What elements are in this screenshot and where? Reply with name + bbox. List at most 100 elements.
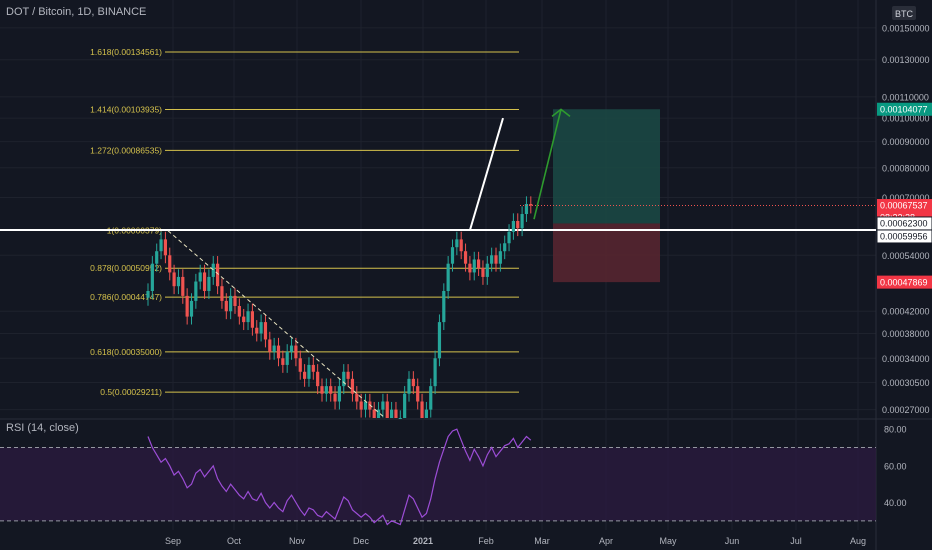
candle-body [242, 316, 246, 323]
candle-body [385, 401, 389, 418]
projection-line [469, 117, 504, 231]
candle-body [320, 386, 324, 394]
candle-body [359, 401, 363, 410]
price-badge [876, 229, 932, 244]
candle-body [211, 263, 215, 277]
y-tick-label: 0.00054000 [882, 251, 930, 261]
candle-body [442, 290, 446, 323]
candle-body [524, 203, 529, 215]
fib-label: 0.878(0.00050952) [90, 263, 162, 273]
fib-label: 0.618(0.00035000) [90, 347, 162, 357]
candle-body [220, 286, 224, 301]
candle-body [429, 386, 433, 410]
y-tick-label: 0.00042000 [882, 307, 930, 317]
rsi-tick-label: 60.00 [884, 461, 907, 471]
x-tick-label: Nov [289, 536, 306, 546]
rsi-line [147, 428, 532, 526]
candle-body [263, 322, 268, 340]
candle-body [507, 231, 511, 244]
candle-body [216, 263, 220, 287]
candle-body [372, 409, 376, 418]
price-badge-label: 0.00067537 [880, 201, 928, 211]
candle-body [324, 386, 328, 394]
candle-body [233, 295, 237, 307]
rsi-tick-label: 80.00 [884, 425, 907, 435]
x-tick-label: Jun [725, 536, 740, 546]
candle-body [407, 378, 411, 394]
candle-body [198, 272, 202, 282]
candle-body [207, 276, 211, 291]
candle-body [494, 255, 498, 264]
y-tick-label: 0.00034000 [882, 354, 930, 364]
y-tick-label: 0.00130000 [882, 55, 930, 65]
candle-body [459, 239, 463, 252]
candle-body [281, 358, 285, 365]
candle-body [424, 409, 428, 418]
candle-body [433, 358, 437, 387]
candle-body [420, 401, 424, 418]
y-tick-label: 0.00038000 [882, 329, 930, 339]
candle-body [311, 364, 315, 372]
candle-body [246, 311, 250, 323]
price-badge [877, 198, 932, 212]
candle-body [289, 345, 294, 352]
candle-body [255, 327, 259, 334]
position-zones [553, 109, 660, 283]
x-tick-label: Aug [850, 536, 866, 546]
candle-body [446, 263, 450, 291]
price-badge-label: 0.00104077 [880, 104, 928, 114]
rsi-band [0, 447, 876, 521]
candle-body [176, 276, 181, 287]
candle-body [159, 239, 163, 252]
candle-body [185, 295, 189, 317]
target-zone [553, 109, 660, 224]
x-tick-label: Apr [599, 536, 613, 546]
candle-body [224, 300, 228, 312]
y-tick-label: 0.00090000 [882, 137, 930, 147]
y-tick-label: 0.00080000 [882, 163, 930, 173]
candle-body [455, 239, 459, 248]
y-tick-label: 0.00100000 [882, 114, 930, 124]
candle-body [520, 214, 524, 229]
candle-body [294, 345, 298, 359]
candle-body [346, 371, 350, 379]
candle-body [390, 409, 394, 418]
candle-body [498, 251, 502, 264]
candle-body [450, 247, 455, 264]
candle-body [472, 259, 476, 273]
fib-label: 0.786(0.00044747) [90, 292, 162, 302]
candle-body [333, 393, 337, 402]
candle-body [259, 322, 263, 334]
fib-label: 1.618(0.00134561) [90, 47, 162, 57]
candle-body [298, 358, 302, 372]
candle-body [503, 243, 507, 252]
x-tick-label: May [659, 536, 677, 546]
candle-body [276, 345, 281, 359]
candle-body [268, 339, 272, 352]
candle-body [250, 311, 254, 328]
currency-badge[interactable] [892, 6, 916, 20]
y-tick-label: 0.00110000 [882, 92, 929, 102]
y-tick-label: 0.00027000 [882, 405, 930, 415]
target-arrow-head [551, 108, 571, 118]
drawings [167, 108, 876, 417]
candle-body [416, 386, 420, 402]
price-axis[interactable]: 0.00150000 0.00130000 0.00110000 0.00100000… [876, 23, 932, 508]
target-arrow [533, 109, 562, 220]
fib-levels: 1.618(0.00134561) 1.414(0.00103935) 1.272(… [0, 47, 876, 397]
candle-body [477, 259, 481, 269]
candle-body [307, 364, 311, 379]
fib-label: 1.272(0.00086535) [90, 145, 162, 155]
rsi-tick-label: 40.00 [884, 498, 907, 508]
candle-body [355, 393, 359, 402]
price-badge-label: 0.00047869 [880, 277, 928, 287]
price-badge [877, 102, 932, 116]
rsi-pane [0, 428, 876, 526]
candle-body [468, 263, 472, 273]
candle-body [411, 378, 415, 387]
candle-body [463, 251, 468, 264]
candle-body [237, 306, 241, 317]
time-axis[interactable]: Sep Oct Nov Dec 2021 Feb Mar Apr May Jun Jul Aug [165, 536, 866, 546]
candle-body [394, 409, 398, 418]
